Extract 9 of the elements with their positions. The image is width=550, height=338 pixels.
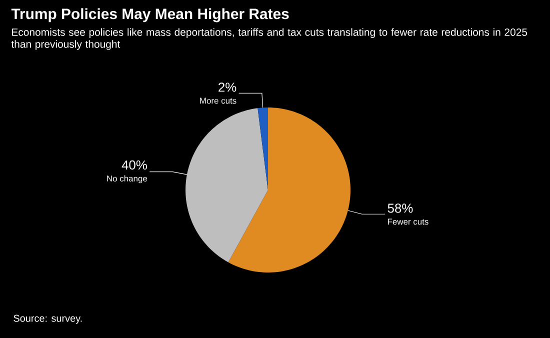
source-note: Source: survey.	[14, 314, 82, 324]
data-label: 40%	[122, 160, 147, 170]
slice-label: Fewer cuts	[388, 218, 428, 225]
chart-subtitle: Economists see policies like mass deportations, tariffs and tax cuts translating to fewer rate reductions in 2025 than previously thought	[11, 28, 528, 50]
data-label: 2%	[218, 82, 236, 92]
slice-label: More cuts	[200, 98, 236, 104]
data-label: 58%	[388, 204, 413, 213]
chart-title: Trump Policies May Mean Higher Rates	[11, 8, 289, 22]
slice-label: No change	[107, 175, 148, 184]
